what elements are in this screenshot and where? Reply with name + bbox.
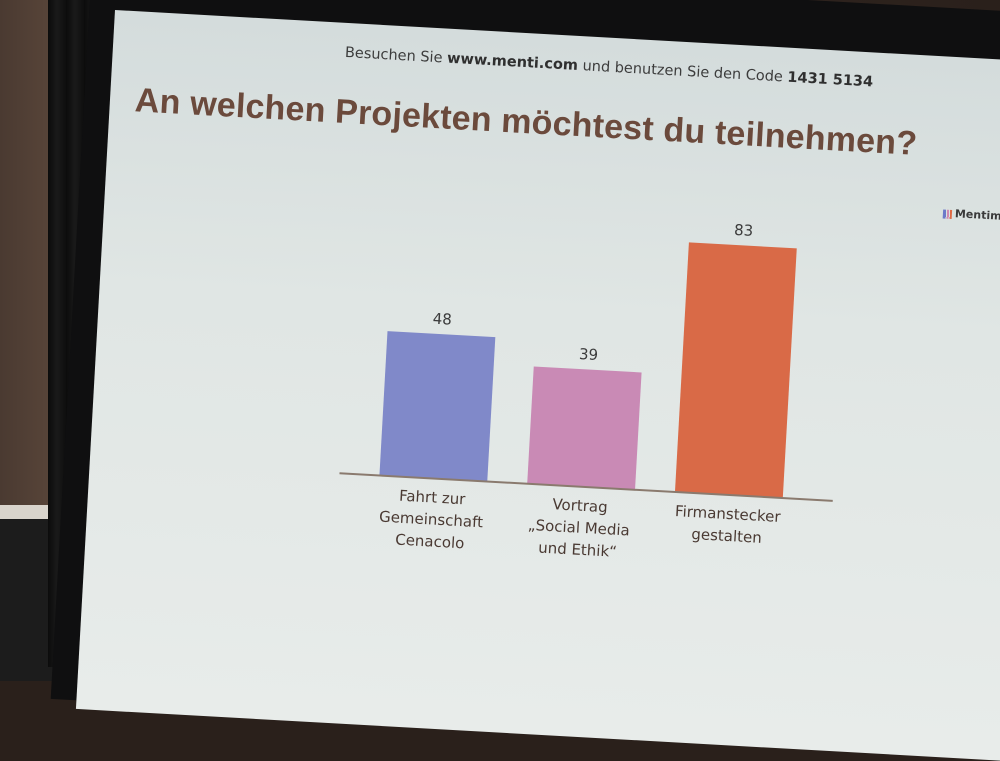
category-label-2-line-2: „Social Media (527, 516, 630, 540)
bar-2 (527, 366, 642, 490)
category-label-2-line-1: Vortrag (552, 495, 608, 516)
value-label-1: 48 (432, 310, 452, 329)
category-label-1-line-1: Fahrt zur (399, 487, 467, 509)
value-label-3: 83 (734, 221, 754, 240)
x-axis-baseline (339, 472, 833, 502)
bar-1 (379, 331, 496, 482)
value-label-2: 39 (578, 345, 598, 364)
bar-3 (674, 242, 797, 499)
category-label-2-line-3: und Ethik“ (538, 538, 618, 560)
category-label-3-line-2: gestalten (691, 525, 762, 547)
category-label-1-line-2: Gemeinschaft (379, 508, 484, 532)
category-label-3-line-1: Firmanstecker (675, 502, 782, 526)
presentation-slide: Besuchen Sie www.menti.com und benutzen … (75, 10, 1000, 761)
category-label-1-line-3: Cenacolo (395, 530, 465, 552)
